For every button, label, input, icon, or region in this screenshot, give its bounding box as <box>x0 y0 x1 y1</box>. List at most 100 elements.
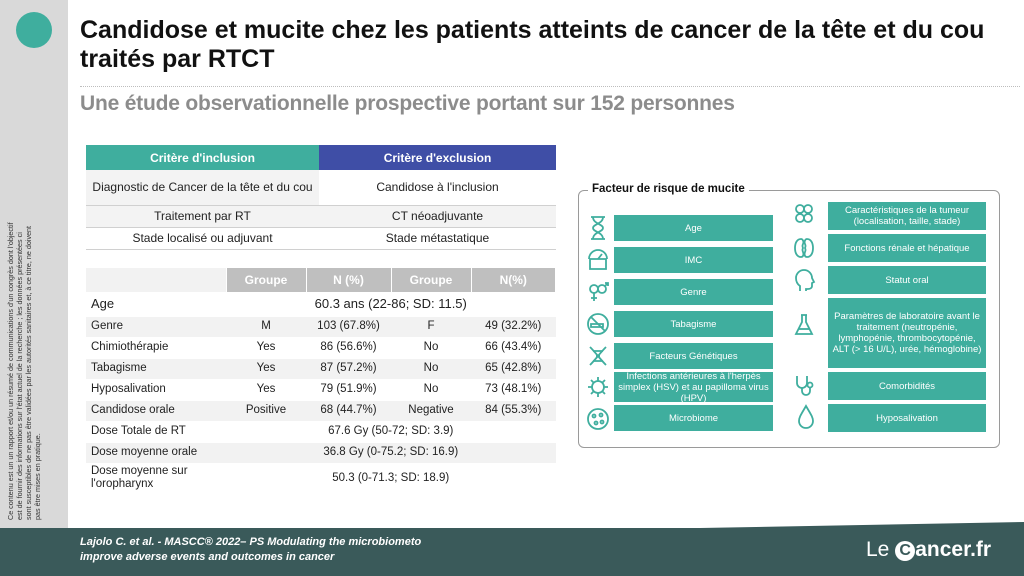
microbiome-icon <box>586 406 610 432</box>
risk-box-genre: Genre <box>614 279 773 305</box>
stethoscope-icon <box>792 373 816 399</box>
row-label: Dose Totale de RT <box>86 421 226 443</box>
table-row: Diagnostic de Cancer de la tête et du co… <box>86 170 556 206</box>
risk-box-comorbidites: Comorbidités <box>828 372 986 400</box>
scale-icon <box>586 247 610 273</box>
row-label: Chimiothérapie <box>86 337 226 359</box>
logo-suffix: ancer.fr <box>915 538 992 561</box>
table-row: Dose moyenne sur l'oropharynx 50.3 (0-71… <box>86 463 556 494</box>
risk-box-imc: IMC <box>614 247 773 273</box>
table-row: Dose moyenne orale 36.8 Gy (0-75.2; SD: … <box>86 442 556 464</box>
group-cell: Yes <box>226 379 306 401</box>
group-cell: Yes <box>226 358 306 380</box>
group-cell: F <box>391 316 471 338</box>
group-cell: No <box>391 379 471 401</box>
table-row: Age 60.3 ans (22-86; SD: 11.5) <box>86 292 556 317</box>
table-row: Stade localisé ou adjuvant Stade métasta… <box>86 227 556 250</box>
group-header: Groupe <box>226 268 307 292</box>
merged-value: 60.3 ans (22-86; SD: 11.5) <box>226 292 556 317</box>
droplet-icon <box>794 404 818 430</box>
kidney-icon <box>792 235 816 261</box>
n-cell: 68 (44.7%) <box>306 400 391 422</box>
n-cell: 73 (48.1%) <box>471 379 556 401</box>
risk-box-tumeur: Caractéristiques de la tumeur (localisat… <box>828 202 986 230</box>
gender-icon <box>586 279 610 305</box>
lab-flask-icon <box>792 312 816 338</box>
slide-title: Candidose et mucite chez les patients at… <box>80 16 985 73</box>
slide-subtitle: Une étude observationnelle prospective p… <box>80 92 735 115</box>
row-label: Dose moyenne sur l'oropharynx <box>86 463 226 494</box>
row-label: Genre <box>86 316 226 338</box>
group-cell: Negative <box>391 400 471 422</box>
risk-box-age: Age <box>614 215 773 241</box>
risk-box-tabagisme: Tabagisme <box>614 311 773 337</box>
row-label: Age <box>86 292 226 317</box>
logo-c-circle: C <box>895 541 916 561</box>
table-row: Traitement par RT CT néoadjuvante <box>86 205 556 228</box>
group-cell: No <box>391 337 471 359</box>
hourglass-icon <box>586 215 610 241</box>
group-cell: Positive <box>226 400 306 422</box>
disclaimer-text: Ce contenu est un un rapport et/ou un ré… <box>6 222 42 520</box>
reference-line-1: Lajolo C. et al. - MASCC® 2022– PS Modul… <box>80 536 422 548</box>
no-smoking-icon <box>586 311 610 337</box>
n-percent-header: N (%) <box>306 268 392 292</box>
reference-line-2: improve adverse events and outcomes in c… <box>80 551 335 563</box>
group-cell: M <box>226 316 306 338</box>
risk-box-microbiome: Microbiome <box>614 405 773 431</box>
row-label: Candidose orale <box>86 400 226 422</box>
demographics-table: Groupe N (%) Groupe N(%) Age 60.3 ans (2… <box>86 268 556 494</box>
risk-factor-title: Facteur de risque de mucite <box>588 183 749 195</box>
n-cell: 87 (57.2%) <box>306 358 391 380</box>
left-sidebar-band <box>0 0 68 530</box>
risk-box-genetique: Facteurs Génétiques <box>614 343 773 369</box>
table-row: Tabagisme Yes 87 (57.2%) No 65 (42.8%) <box>86 358 556 380</box>
merged-value: 67.6 Gy (50-72; SD: 3.9) <box>226 421 556 443</box>
row-label: Dose moyenne orale <box>86 442 226 464</box>
teal-circle-decoration <box>16 12 52 48</box>
group-cell: Yes <box>226 337 306 359</box>
risk-box-statut-oral: Statut oral <box>828 266 986 294</box>
dna-icon <box>586 343 610 369</box>
table-row: Genre M 103 (67.8%) F 49 (32.2%) <box>86 316 556 338</box>
group-header: Groupe <box>391 268 472 292</box>
row-label: Hyposalivation <box>86 379 226 401</box>
n-cell: 79 (51.9%) <box>306 379 391 401</box>
n-cell: 86 (56.6%) <box>306 337 391 359</box>
inclusion-cell: Stade localisé ou adjuvant <box>86 227 319 250</box>
inclusion-cell: Traitement par RT <box>86 205 319 228</box>
risk-factor-panel <box>578 190 1000 448</box>
merged-value: 50.3 (0-71.3; SD: 18.9) <box>226 463 556 494</box>
n-cell: 84 (55.3%) <box>471 400 556 422</box>
risk-box-infections: Infections antérieures à l'herpès simple… <box>614 371 773 404</box>
inclusion-cell: Diagnostic de Cancer de la tête et du co… <box>86 170 319 206</box>
inclusion-header: Critère d'inclusion <box>86 145 319 170</box>
risk-box-laboratoire: Paramètres de laboratoire avant le trait… <box>828 298 986 368</box>
title-divider <box>80 86 1020 87</box>
row-label: Tabagisme <box>86 358 226 380</box>
blank-header <box>86 268 227 292</box>
virus-icon <box>586 374 610 400</box>
n-cell: 49 (32.2%) <box>471 316 556 338</box>
table-row: Candidose orale Positive 68 (44.7%) Nega… <box>86 400 556 422</box>
exclusion-cell: CT néoadjuvante <box>319 205 556 228</box>
footer-bar <box>0 528 1024 576</box>
table-row: Hyposalivation Yes 79 (51.9%) No 73 (48.… <box>86 379 556 401</box>
table-row: Dose Totale de RT 67.6 Gy (50-72; SD: 3.… <box>86 421 556 443</box>
n-cell: 65 (42.8%) <box>471 358 556 380</box>
n-percent-header: N(%) <box>471 268 556 292</box>
n-cell: 103 (67.8%) <box>306 316 391 338</box>
header-row: Groupe N (%) Groupe N(%) <box>86 268 556 292</box>
exclusion-header: Critère d'exclusion <box>319 145 556 170</box>
exclusion-cell: Candidose à l'inclusion <box>319 170 556 206</box>
cells-icon <box>792 201 816 227</box>
table-row: Chimiothérapie Yes 86 (56.6%) No 66 (43.… <box>86 337 556 359</box>
group-cell: No <box>391 358 471 380</box>
risk-box-hyposalivation: Hyposalivation <box>828 404 986 432</box>
logo-prefix: Le <box>866 538 890 561</box>
merged-value: 36.8 Gy (0-75.2; SD: 16.9) <box>226 442 556 464</box>
exclusion-cell: Stade métastatique <box>319 227 556 250</box>
criteria-table: Critère d'inclusion Critère d'exclusion … <box>86 145 556 250</box>
